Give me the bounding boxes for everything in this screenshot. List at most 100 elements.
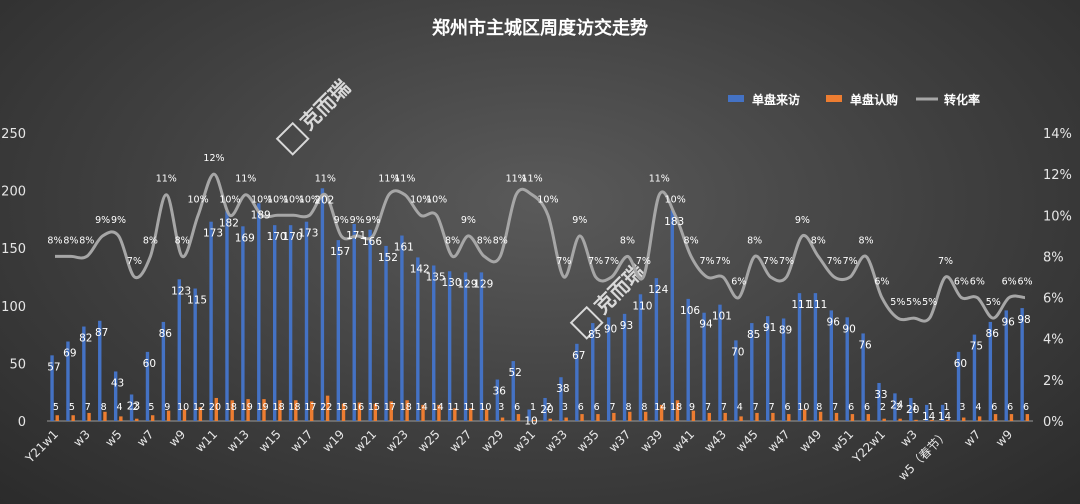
bar-visits bbox=[320, 188, 325, 421]
conversion-rate-label: 6% bbox=[1002, 277, 1017, 288]
bar-subscriptions-label: 2 bbox=[132, 402, 138, 413]
bar-subscriptions bbox=[755, 412, 759, 421]
bar-subscriptions-label: 8 bbox=[816, 402, 822, 413]
bar-visits-label: 89 bbox=[779, 324, 792, 336]
bar-visits bbox=[765, 316, 770, 421]
y-right-tick-label: 6% bbox=[1043, 292, 1064, 307]
bar-subscriptions bbox=[230, 400, 234, 421]
bar-visits bbox=[956, 351, 961, 421]
legend-label: 转化率 bbox=[944, 92, 980, 107]
bar-subscriptions bbox=[834, 412, 839, 421]
bar-visits-label: 166 bbox=[362, 236, 382, 248]
conversion-rate-label: 8% bbox=[63, 235, 78, 246]
bar-visits bbox=[829, 310, 834, 421]
bar-subscriptions bbox=[643, 411, 648, 421]
conversion-rate-label: 8% bbox=[175, 235, 190, 246]
bar-subscriptions-label: 15 bbox=[368, 402, 380, 413]
x-tick-label: w51 bbox=[829, 427, 857, 455]
bar-subscriptions-label: 3 bbox=[498, 402, 504, 413]
bar-visits bbox=[368, 229, 372, 421]
y-right-tick-label: 8% bbox=[1043, 250, 1064, 265]
bar-visits-label: 20 bbox=[906, 404, 919, 416]
line-series bbox=[54, 172, 1026, 323]
bar-subscriptions-label: 20 bbox=[209, 402, 221, 413]
bar-visits-label: 20 bbox=[540, 404, 553, 416]
conversion-rate-label: 9% bbox=[461, 215, 476, 226]
bar-visits-label: 60 bbox=[143, 358, 156, 370]
bar-subscriptions-label: 10 bbox=[479, 402, 491, 413]
conversion-rate-label: 5% bbox=[922, 297, 937, 308]
x-tick-label: w11 bbox=[192, 427, 220, 455]
bar-visits-label: 152 bbox=[378, 252, 398, 264]
bar-visits bbox=[543, 397, 547, 421]
conversion-rate-label: 10% bbox=[267, 194, 288, 205]
bar-visits-label: 173 bbox=[203, 228, 223, 240]
x-tick-label: w9 bbox=[993, 427, 1015, 449]
x-tick-label: w45 bbox=[733, 427, 761, 455]
x-tick-label: w35 bbox=[574, 427, 602, 455]
chart-legend: 单盘来访 单盘认购 转化率 bbox=[728, 92, 980, 107]
bar-subscriptions-label: 19 bbox=[241, 402, 253, 413]
bar-visits-label: 87 bbox=[95, 327, 108, 339]
bar-subscriptions-label: 1 bbox=[944, 402, 950, 413]
bar-subscriptions-label: 6 bbox=[864, 402, 870, 413]
bar-subscriptions bbox=[310, 401, 314, 421]
bar-subscriptions-label: 2 bbox=[896, 402, 902, 413]
x-tick-label: Y22w1 bbox=[849, 427, 888, 466]
bar-visits bbox=[988, 321, 993, 421]
x-tick-label: w3 bbox=[71, 427, 93, 449]
bar-visits bbox=[161, 321, 166, 421]
conversion-rate-label: 7% bbox=[938, 256, 953, 267]
bar-subscriptions bbox=[341, 403, 346, 421]
bar-visits bbox=[416, 257, 420, 421]
bar-subscriptions-label: 12 bbox=[193, 402, 205, 413]
bar-subscriptions-label: 4 bbox=[975, 402, 981, 413]
bar-subscriptions bbox=[453, 408, 457, 421]
y-right-tick-label: 10% bbox=[1043, 209, 1072, 224]
bar-visits bbox=[495, 379, 500, 421]
y-left-tick-label: 100 bbox=[1, 300, 26, 315]
bar-visits bbox=[670, 210, 674, 421]
bar-visits-label: 91 bbox=[763, 322, 776, 334]
bar-subscriptions-label: 6 bbox=[784, 402, 790, 413]
y-left-tick-label: 250 bbox=[1, 127, 26, 142]
bar-visits-label: 111 bbox=[791, 299, 811, 311]
bar-visits-label: 130 bbox=[442, 277, 462, 289]
x-tick-label: w49 bbox=[797, 427, 825, 455]
bar-subscriptions bbox=[135, 418, 139, 421]
legend-swatch bbox=[826, 95, 842, 102]
bar-subscriptions bbox=[946, 419, 950, 421]
conversion-rate-label: 8% bbox=[684, 235, 699, 246]
bar-subscriptions-label: 14 bbox=[432, 402, 444, 413]
bar-visits-label: 98 bbox=[1017, 314, 1030, 326]
bar-subscriptions-label: 8 bbox=[641, 402, 647, 413]
bar-visits-label: 129 bbox=[457, 278, 477, 290]
conversion-rate-label: 6% bbox=[954, 277, 969, 288]
bar-visits-label: 90 bbox=[842, 323, 855, 335]
bar-subscriptions-label: 18 bbox=[400, 402, 412, 413]
bar-subscriptions bbox=[596, 414, 600, 421]
bar-visits-label: 82 bbox=[79, 333, 92, 345]
bar-visits-label: 60 bbox=[954, 358, 967, 370]
bar-subscriptions-label: 4 bbox=[737, 402, 743, 413]
bar-subscriptions-label: 14 bbox=[416, 402, 428, 413]
bar-subscriptions-label: 7 bbox=[832, 402, 838, 413]
bar-subscriptions bbox=[357, 402, 362, 421]
bar-subscriptions bbox=[278, 400, 282, 421]
bar-visits bbox=[940, 404, 945, 421]
bar-visits-label: 14 bbox=[922, 411, 936, 423]
bar-visits bbox=[734, 340, 738, 421]
conversion-rate-label: 8% bbox=[858, 235, 873, 246]
bar-visits-label: 171 bbox=[346, 230, 366, 242]
bar-subscriptions bbox=[55, 415, 59, 421]
bar-subscriptions-label: 3 bbox=[959, 402, 965, 413]
conversion-rate-label: 10% bbox=[299, 194, 320, 205]
bar-visits bbox=[575, 343, 579, 421]
bar-visits-label: 183 bbox=[664, 216, 684, 228]
bar-visits bbox=[66, 341, 70, 421]
bar-visits bbox=[893, 393, 897, 421]
bar-visits-label: 157 bbox=[330, 246, 350, 258]
conversion-rate-label: 11% bbox=[506, 174, 527, 185]
y-right-tick-label: 4% bbox=[1043, 333, 1064, 348]
